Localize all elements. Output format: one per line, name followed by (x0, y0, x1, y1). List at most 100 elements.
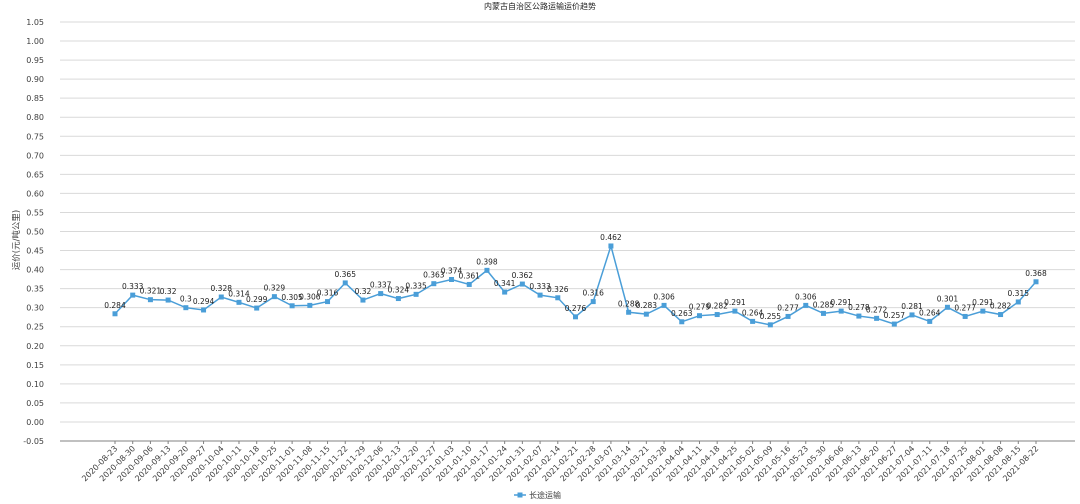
data-point (130, 292, 136, 298)
data-point (998, 312, 1004, 318)
y-tick-label: 0.75 (26, 132, 44, 141)
data-point (1015, 299, 1021, 305)
data-point (927, 318, 933, 324)
data-label: 0.299 (246, 295, 268, 304)
data-label: 0.316 (317, 289, 339, 298)
data-point (147, 297, 153, 303)
data-point (466, 281, 472, 287)
data-point (820, 310, 826, 316)
y-tick-label: 0.60 (26, 189, 44, 198)
legend-label: 长途运输 (529, 490, 561, 500)
data-label: 0.32 (160, 287, 177, 296)
data-point (909, 312, 915, 318)
data-label: 0.285 (813, 300, 835, 309)
y-tick-label: 0.55 (26, 208, 44, 217)
data-point (325, 299, 331, 305)
y-tick-label: 0.20 (26, 342, 44, 351)
data-point (838, 308, 844, 314)
y-tick-label: 0.65 (26, 170, 44, 179)
data-label: 0.321 (140, 287, 162, 296)
data-label: 0.291 (830, 298, 852, 307)
data-point (289, 303, 295, 309)
data-label: 0.276 (565, 304, 587, 313)
legend: 长途运输 (514, 490, 561, 500)
y-tick-label: -0.05 (23, 437, 44, 446)
data-label: 0.255 (760, 312, 782, 321)
y-tick-label: 0.80 (26, 113, 44, 122)
data-point (378, 291, 384, 297)
data-label: 0.32 (355, 287, 372, 296)
data-point (484, 267, 490, 273)
y-tick-label: 0.85 (26, 94, 44, 103)
data-label: 0.282 (706, 302, 728, 311)
data-label: 0.462 (600, 233, 622, 242)
y-tick-label: 1.00 (26, 37, 44, 46)
data-point (307, 302, 313, 308)
y-tick-label: 0.45 (26, 247, 44, 256)
data-point (555, 295, 561, 301)
data-point (679, 319, 685, 325)
data-point (874, 315, 880, 321)
data-point (643, 311, 649, 317)
data-point (626, 309, 632, 315)
data-point (962, 313, 968, 319)
data-point (696, 313, 702, 319)
y-tick-label: 0.05 (26, 399, 44, 408)
data-label: 0.315 (1008, 289, 1030, 298)
data-label: 0.306 (653, 292, 675, 301)
data-label: 0.272 (866, 305, 888, 314)
data-label: 0.314 (228, 289, 250, 298)
data-point (183, 305, 189, 311)
data-point (537, 292, 543, 298)
data-point (767, 322, 773, 328)
y-tick-label: 0.50 (26, 228, 44, 237)
data-point (590, 299, 596, 305)
data-label: 0.291 (724, 298, 746, 307)
data-label: 0.264 (742, 308, 764, 317)
data-point (1033, 279, 1039, 285)
data-label: 0.326 (547, 285, 569, 294)
data-point (661, 302, 667, 308)
data-point (750, 318, 756, 324)
data-label: 0.263 (671, 309, 693, 318)
data-point (165, 297, 171, 303)
y-tick-label: 0.35 (26, 285, 44, 294)
data-label: 0.301 (937, 294, 959, 303)
data-point (980, 308, 986, 314)
data-label: 0.324 (388, 286, 410, 295)
data-label: 0.316 (582, 289, 604, 298)
data-point (502, 289, 508, 295)
data-label: 0.365 (335, 270, 357, 279)
data-label: 0.398 (476, 257, 498, 266)
data-point (112, 311, 118, 317)
data-label: 0.361 (458, 271, 480, 280)
data-point (342, 280, 348, 286)
y-tick-label: 0.25 (26, 323, 44, 332)
data-label: 0.291 (972, 298, 994, 307)
legend-marker-swatch (517, 492, 523, 498)
data-point (608, 243, 614, 249)
data-label: 0.277 (777, 303, 799, 312)
data-point (271, 294, 277, 300)
data-point (714, 312, 720, 318)
y-tick-label: 0.15 (26, 361, 44, 370)
data-label: 0.281 (901, 302, 923, 311)
data-label: 0.328 (211, 284, 233, 293)
y-tick-label: 0.40 (26, 266, 44, 275)
data-point (236, 299, 242, 305)
data-label: 0.362 (512, 271, 534, 280)
data-label: 0.284 (104, 301, 126, 310)
data-label: 0.368 (1025, 269, 1047, 278)
x-axis-ticks: 2020-08-232020-08-302020-09-062020-09-13… (80, 441, 1040, 483)
data-label: 0.278 (848, 303, 870, 312)
data-point (201, 307, 207, 313)
series-group (112, 243, 1039, 328)
data-point (785, 313, 791, 319)
data-label: 0.335 (405, 281, 427, 290)
data-label: 0.294 (193, 297, 215, 306)
data-point (360, 297, 366, 303)
y-axis-ticks: 1.05 1.00 0.95 0.90 0.85 0.80 0.75 0.70 0.65 0.60… (23, 18, 44, 446)
grid-lines (60, 21, 1075, 442)
data-point (856, 313, 862, 319)
